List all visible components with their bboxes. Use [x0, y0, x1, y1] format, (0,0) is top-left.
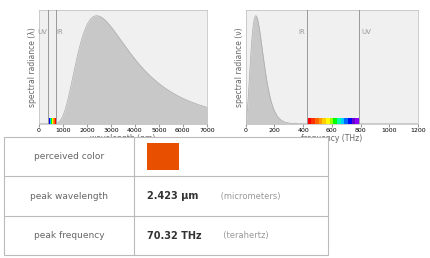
Bar: [329, 118, 332, 124]
Text: (micrometers): (micrometers): [217, 192, 280, 200]
X-axis label: wavelength (nm): wavelength (nm): [90, 134, 155, 143]
Bar: [344, 118, 347, 124]
Y-axis label: spectral radiance (λ): spectral radiance (λ): [28, 27, 37, 107]
Bar: [318, 118, 322, 124]
Text: IR: IR: [56, 29, 62, 35]
Bar: [347, 118, 351, 124]
Bar: [307, 118, 310, 124]
Bar: [146, 143, 178, 170]
Bar: [310, 118, 314, 124]
Text: (terahertz): (terahertz): [217, 231, 267, 240]
Bar: [322, 118, 325, 124]
Bar: [314, 118, 318, 124]
Bar: [336, 118, 340, 124]
Text: UV: UV: [37, 29, 47, 35]
Text: 2.423 μm: 2.423 μm: [146, 191, 197, 201]
Text: UV: UV: [360, 29, 370, 35]
Text: peak wavelength: peak wavelength: [30, 192, 108, 200]
Text: peak frequency: peak frequency: [34, 231, 104, 240]
Bar: [51, 118, 52, 124]
Text: perceived color: perceived color: [34, 152, 104, 161]
Text: IR: IR: [298, 29, 304, 35]
Text: 70.32 THz: 70.32 THz: [146, 231, 201, 241]
X-axis label: frequency (THz): frequency (THz): [301, 134, 362, 143]
Bar: [50, 118, 51, 124]
Bar: [340, 118, 344, 124]
Bar: [351, 118, 355, 124]
Bar: [53, 118, 54, 124]
Bar: [355, 118, 358, 124]
Bar: [54, 118, 55, 124]
Bar: [49, 118, 50, 124]
Bar: [332, 118, 336, 124]
Bar: [48, 118, 49, 124]
Y-axis label: spectral radiance (ν): spectral radiance (ν): [235, 27, 244, 107]
Bar: [52, 118, 53, 124]
Bar: [325, 118, 329, 124]
